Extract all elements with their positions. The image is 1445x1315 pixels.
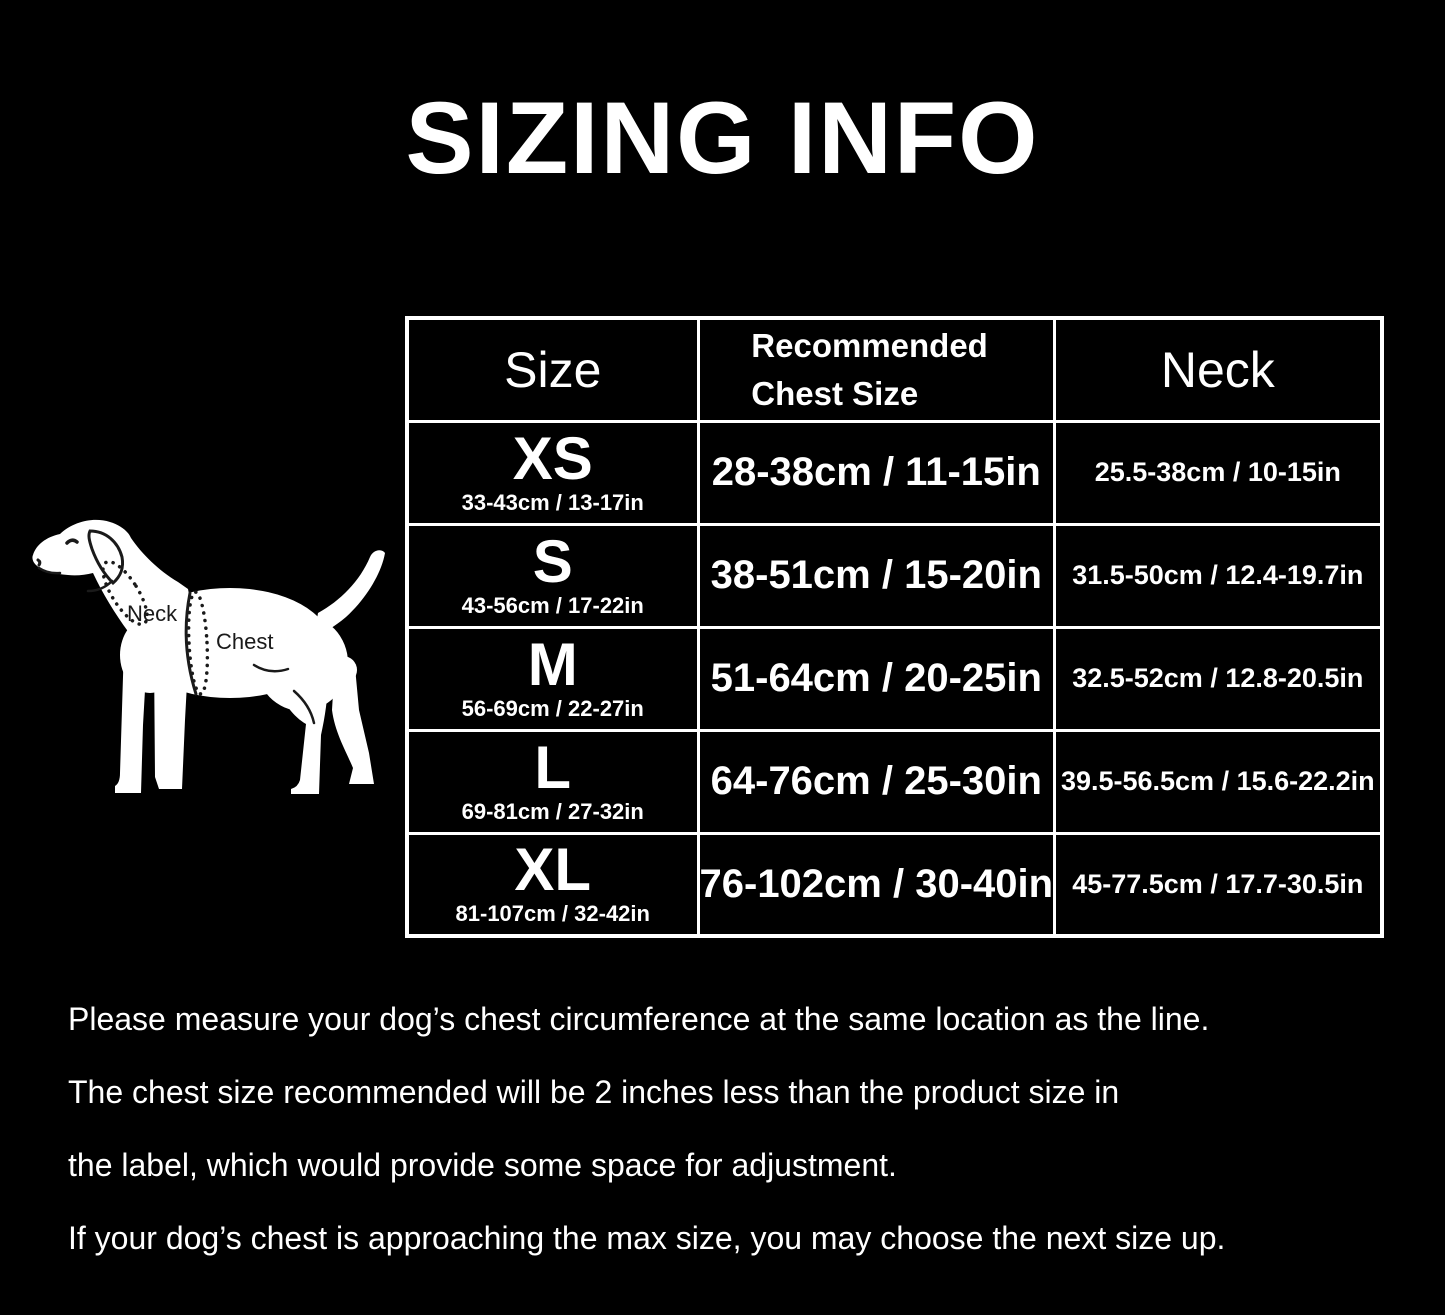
size-sub: 81-107cm / 32-42in	[455, 901, 650, 927]
table-row-s: S 43-56cm / 17-22in 38-51cm / 15-20in 31…	[405, 522, 1384, 629]
size-cell: XS 33-43cm / 13-17in	[405, 419, 700, 526]
size-sub: 69-81cm / 27-32in	[461, 798, 644, 824]
dog-detail-lines	[36, 529, 316, 725]
size-letter: XS	[512, 424, 593, 492]
chest-cell: 76-102cm / 30-40in	[696, 831, 1057, 938]
page-title: SIZING INFO	[405, 81, 1040, 195]
note-line-2: The chest size recommended will be 2 inc…	[68, 1074, 1120, 1110]
table-row-l: L 69-81cm / 27-32in 64-76cm / 25-30in 39…	[405, 728, 1384, 835]
dog-measurement-diagram: Neck Chest	[32, 519, 385, 794]
chest-label: Chest	[216, 629, 273, 654]
header-chest: Recommended Chest Size	[696, 316, 1057, 423]
note-line-1: Please measure your dog’s chest circumfe…	[68, 1001, 1210, 1037]
size-letter: L	[534, 733, 572, 801]
table-header-row: Size Recommended Chest Size Neck	[405, 316, 1384, 423]
neck-label: Neck	[127, 601, 178, 626]
dog-ear-icon	[87, 529, 125, 586]
size-letter: M	[527, 630, 578, 698]
size-sub: 33-43cm / 13-17in	[461, 489, 644, 515]
dog-eye-icon	[65, 538, 79, 545]
header-neck: Neck	[1053, 316, 1384, 423]
note-line-4: If your dog’s chest is approaching the m…	[68, 1220, 1226, 1256]
neck-cell: 25.5-38cm / 10-15in	[1053, 419, 1384, 526]
size-letter: S	[532, 527, 573, 595]
neck-cell: 45-77.5cm / 17.7-30.5in	[1053, 831, 1384, 938]
header-size: Size	[405, 316, 700, 423]
chest-measure-line	[186, 590, 210, 696]
chest-cell: 28-38cm / 11-15in	[696, 419, 1057, 526]
chest-cell: 38-51cm / 15-20in	[696, 522, 1057, 629]
size-sub: 43-56cm / 17-22in	[461, 592, 644, 618]
neck-cell: 32.5-52cm / 12.8-20.5in	[1053, 625, 1384, 732]
size-table: Size Recommended Chest Size Neck XS 33-4…	[405, 316, 1384, 938]
size-cell: L 69-81cm / 27-32in	[405, 728, 700, 835]
size-cell: XL 81-107cm / 32-42in	[405, 831, 700, 938]
size-sub: 56-69cm / 22-27in	[461, 695, 644, 721]
neck-cell: 31.5-50cm / 12.4-19.7in	[1053, 522, 1384, 629]
table-row-xl: XL 81-107cm / 32-42in 76-102cm / 30-40in…	[405, 831, 1384, 938]
size-cell: M 56-69cm / 22-27in	[405, 625, 700, 732]
size-letter: XL	[514, 836, 592, 904]
note-line-3: the label, which would provide some spac…	[68, 1147, 897, 1183]
measurement-notes: Please measure your dog’s chest circumfe…	[68, 1003, 1408, 1295]
header-chest-text: Recommended Chest Size	[751, 326, 988, 412]
table-row-xs: XS 33-43cm / 13-17in 28-38cm / 11-15in 2…	[405, 419, 1384, 526]
dog-silhouette-icon	[32, 519, 385, 794]
table-row-m: M 56-69cm / 22-27in 51-64cm / 20-25in 32…	[405, 625, 1384, 732]
size-cell: S 43-56cm / 17-22in	[405, 522, 700, 629]
dog-nose-icon	[36, 558, 42, 567]
chest-cell: 51-64cm / 20-25in	[696, 625, 1057, 732]
neck-cell: 39.5-56.5cm / 15.6-22.2in	[1053, 728, 1384, 835]
chest-cell: 64-76cm / 25-30in	[696, 728, 1057, 835]
neck-measure-line	[101, 559, 149, 627]
